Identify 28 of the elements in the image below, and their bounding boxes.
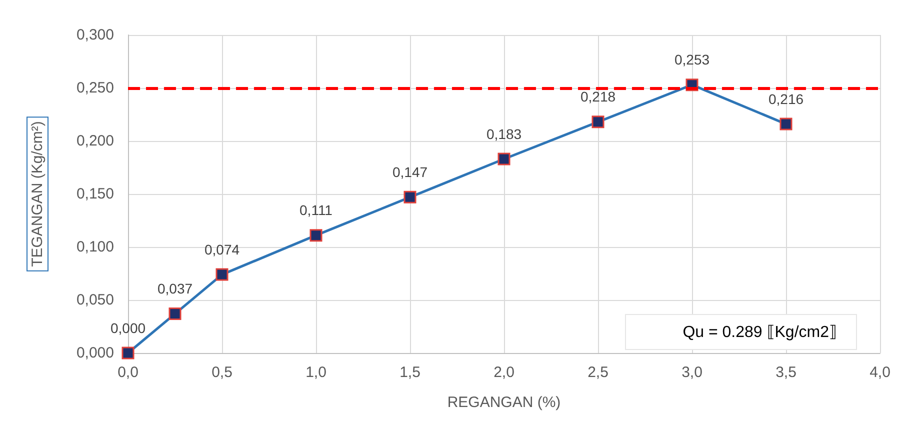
y-tick-label: 0,000 — [76, 344, 114, 362]
x-tick-label: 2,0 — [494, 364, 514, 381]
y-axis-title: TEGANGAN (Kg/cm²) — [29, 121, 46, 267]
y-tick-label: 0,250 — [76, 80, 114, 96]
data-label: 0,074 — [204, 241, 240, 258]
x-tick-label: 0,5 — [212, 364, 232, 381]
data-label: 0,253 — [674, 52, 710, 68]
y-tick-label: 0,200 — [76, 132, 114, 150]
x-tick-label: 0,0 — [118, 364, 138, 381]
x-tick-label: 3,5 — [776, 364, 796, 381]
x-axis-title: REGANGAN (%) — [447, 394, 561, 411]
data-label: 0,216 — [768, 90, 804, 107]
data-label: 0,183 — [486, 126, 522, 142]
x-tick-label: 3,0 — [682, 364, 702, 381]
data-label: 0,000 — [110, 320, 146, 336]
data-label: 0,111 — [300, 202, 333, 218]
data-label: 0,037 — [157, 280, 193, 297]
y-tick-label: 0,050 — [76, 292, 114, 308]
x-tick-label: 1,0 — [306, 364, 326, 381]
x-tick-label: 1,5 — [400, 364, 420, 381]
annotation: Qu = 0.289 ⟦Kg/cm2⟧ — [682, 323, 837, 342]
y-tick-label: 0,150 — [76, 186, 114, 202]
y-tick-label: 0,100 — [76, 238, 114, 256]
x-tick-label: 2,5 — [588, 364, 608, 381]
y-tick-label: 0,300 — [76, 26, 114, 44]
x-tick-label: 4,0 — [870, 364, 890, 381]
data-label: 0,218 — [580, 88, 616, 105]
data-label: 0,147 — [392, 164, 428, 180]
